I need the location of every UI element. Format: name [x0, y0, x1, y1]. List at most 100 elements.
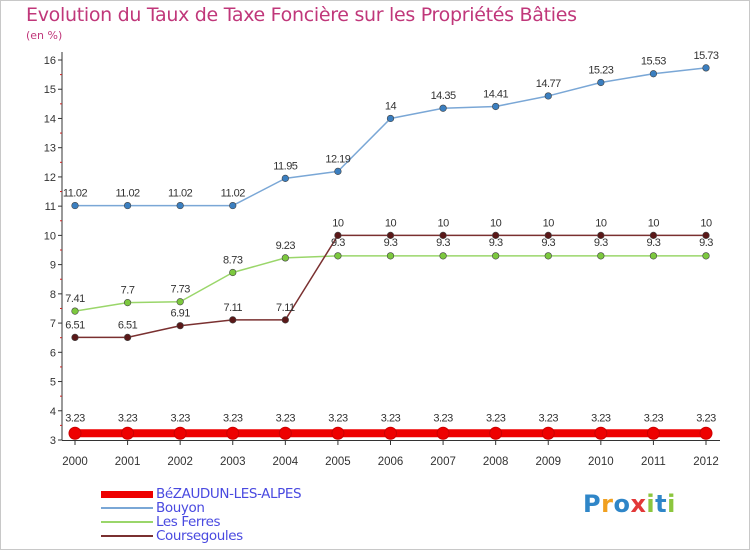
series-1-data-label: 14.41 — [483, 88, 508, 100]
series-3-point — [386, 231, 395, 239]
legend-label: BéZAUDUN-LES-ALPES — [156, 486, 302, 502]
series-1-data-label: 11.02 — [168, 188, 193, 200]
series-0-point — [699, 426, 713, 440]
series-0-data-label: 3.23 — [223, 412, 243, 424]
x-tick-label: 2006 — [378, 456, 404, 468]
series-1-point — [229, 201, 237, 210]
series-1-point — [386, 114, 395, 123]
series-3-data-label: 10 — [490, 217, 502, 229]
series-1-point — [544, 92, 552, 100]
y-tick-label: 4 — [50, 406, 56, 418]
series-3-data-label: 10 — [543, 217, 555, 229]
series-0-point — [68, 426, 82, 440]
series-2-data-label: 8.73 — [223, 255, 243, 267]
series-3-data-label: 10 — [385, 217, 397, 229]
series-3-point — [649, 231, 658, 239]
chart-title: Evolution du Taux de Taxe Foncière sur l… — [26, 4, 577, 26]
series-0-data-label: 3.23 — [118, 412, 138, 424]
series-3-point — [334, 231, 342, 239]
y-tick-label: 15 — [44, 84, 56, 96]
x-tick-label: 2001 — [115, 456, 141, 468]
legend-item: Bouyon — [101, 500, 205, 516]
y-tick-label: 12 — [44, 172, 56, 184]
series-0-point — [121, 426, 135, 440]
series-3-point — [123, 333, 132, 342]
series-3-data-label: 10 — [700, 217, 712, 229]
legend-item: Les Ferres — [101, 514, 221, 530]
series-2-data-label: 7.73 — [170, 284, 190, 296]
series-1-data-label: 15.23 — [588, 65, 613, 77]
y-tick-label: 7 — [50, 318, 56, 330]
series-3-point — [492, 231, 500, 239]
series-2-point — [281, 254, 289, 262]
series-2-point — [123, 299, 132, 307]
series-3-data-label: 6.51 — [118, 319, 138, 331]
y-tick-label: 3 — [50, 435, 56, 447]
series-3-data-label: 10 — [332, 217, 344, 229]
series-0-data-label: 3.23 — [539, 412, 559, 424]
y-tick-label: 6 — [50, 347, 56, 359]
y-tick-label: 8 — [50, 289, 56, 301]
x-tick-label: 2010 — [588, 456, 614, 468]
series-0-data-label: 3.23 — [433, 412, 453, 424]
series-3-point — [71, 333, 79, 342]
legend-swatch — [101, 490, 153, 498]
series-1-point — [439, 104, 447, 112]
series-2-point — [71, 307, 79, 315]
series-3-point — [229, 316, 237, 324]
series-3-point — [702, 231, 710, 239]
series-0-point — [541, 426, 555, 440]
series-0-data-label: 3.23 — [644, 412, 664, 424]
legend-label: Les Ferres — [156, 514, 221, 530]
series-2-data-label: 9.3 — [541, 237, 555, 249]
logo-letter: x — [630, 490, 647, 518]
x-tick-label: 2002 — [167, 456, 193, 468]
series-0-point — [384, 426, 397, 440]
x-tick-label: 2004 — [273, 456, 299, 468]
series-0-data-label: 3.23 — [381, 412, 401, 424]
series-1-data-label: 14.35 — [431, 90, 456, 102]
x-tick-label: 2011 — [641, 456, 666, 468]
series-1-point — [492, 102, 500, 111]
legend-label: Bouyon — [156, 500, 205, 516]
series-1-point — [334, 167, 342, 175]
legend-item: Coursegoules — [101, 528, 243, 544]
series-2-data-label: 9.23 — [276, 240, 296, 252]
series-0-data-label: 3.23 — [328, 412, 348, 424]
series-0-data-label: 3.23 — [591, 412, 611, 424]
series-1-data-label: 11.02 — [221, 188, 246, 200]
logo-letter: i — [667, 490, 676, 518]
series-2-point — [176, 298, 184, 306]
series-2-point — [597, 252, 605, 260]
series-1-point — [597, 78, 605, 87]
x-tick-label: 2007 — [430, 456, 456, 468]
chart-subtitle: (en %) — [26, 29, 63, 42]
series-1-data-label: 11.95 — [273, 160, 298, 172]
y-tick-label: 13 — [44, 143, 56, 155]
y-tick-label: 14 — [44, 113, 56, 125]
series-2-data-label: 9.3 — [647, 237, 661, 249]
series-1-point — [649, 70, 658, 78]
x-tick-label: 2003 — [220, 456, 246, 468]
y-tick-label: 10 — [44, 230, 56, 242]
series-2-data-label: 9.3 — [594, 237, 608, 249]
series-1-data-label: 11.02 — [115, 188, 140, 200]
series-3-point — [544, 231, 552, 239]
series-1-data-label: 12.19 — [325, 153, 350, 165]
series-2-point — [334, 252, 342, 260]
series-1-data-label: 15.73 — [693, 50, 718, 62]
series-2-data-label: 9.3 — [331, 237, 345, 249]
series-3-point — [597, 231, 605, 239]
series-3-point — [176, 322, 184, 330]
y-tick-label: 9 — [50, 260, 56, 272]
series-3-point — [281, 316, 289, 324]
series-2-point — [702, 252, 710, 260]
logo-letter: t — [655, 490, 668, 518]
series-2-data-label: 9.3 — [699, 237, 713, 249]
x-tick-label: 2009 — [535, 456, 561, 468]
x-tick-label: 2005 — [325, 456, 351, 468]
x-tick-label: 2000 — [62, 456, 88, 468]
series-0-data-label: 3.23 — [170, 412, 190, 424]
